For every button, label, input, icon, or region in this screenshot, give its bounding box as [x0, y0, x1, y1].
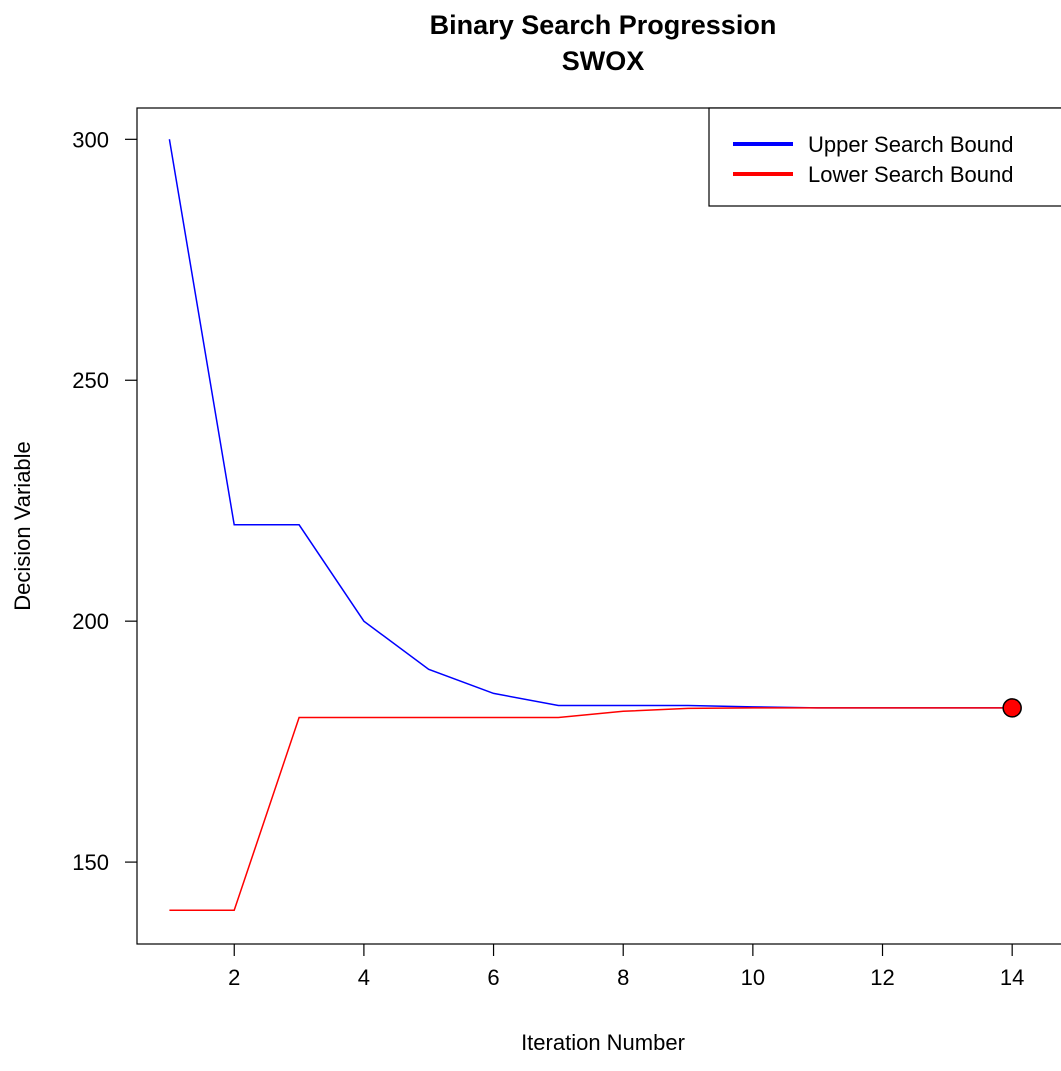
legend: Upper Search Bound Lower Search Bound [708, 107, 1061, 207]
final-point [1002, 698, 1022, 718]
x-tick-label: 2 [228, 965, 240, 990]
x-tick-label: 14 [1000, 965, 1024, 990]
final-point-marker [1002, 698, 1022, 718]
x-tick-label: 4 [358, 965, 370, 990]
x-axis-label: Iteration Number [521, 1030, 685, 1055]
chart-title: Binary Search Progression [430, 10, 777, 40]
legend-label-lower: Lower Search Bound [808, 162, 1013, 187]
y-tick-label: 300 [72, 127, 109, 152]
y-tick-label: 250 [72, 368, 109, 393]
plot-area [136, 107, 1061, 945]
x-tick-label: 8 [617, 965, 629, 990]
series-lines [168, 139, 1013, 912]
series-line-lower [169, 707, 1013, 912]
y-axis: 150 200 250 300 [72, 127, 137, 875]
x-tick-label: 10 [741, 965, 765, 990]
series-line-upper [168, 139, 1013, 709]
x-tick-label: 6 [487, 965, 499, 990]
x-tick-label: 12 [870, 965, 894, 990]
y-tick-label: 200 [72, 609, 109, 634]
x-axis: 2 4 6 8 10 12 14 [228, 944, 1024, 990]
legend-label-upper: Upper Search Bound [808, 132, 1013, 157]
y-axis-label: Decision Variable [10, 441, 35, 611]
legend-box [708, 107, 1061, 207]
y-tick-label: 150 [72, 850, 109, 875]
chart-subtitle: SWOX [562, 46, 645, 76]
